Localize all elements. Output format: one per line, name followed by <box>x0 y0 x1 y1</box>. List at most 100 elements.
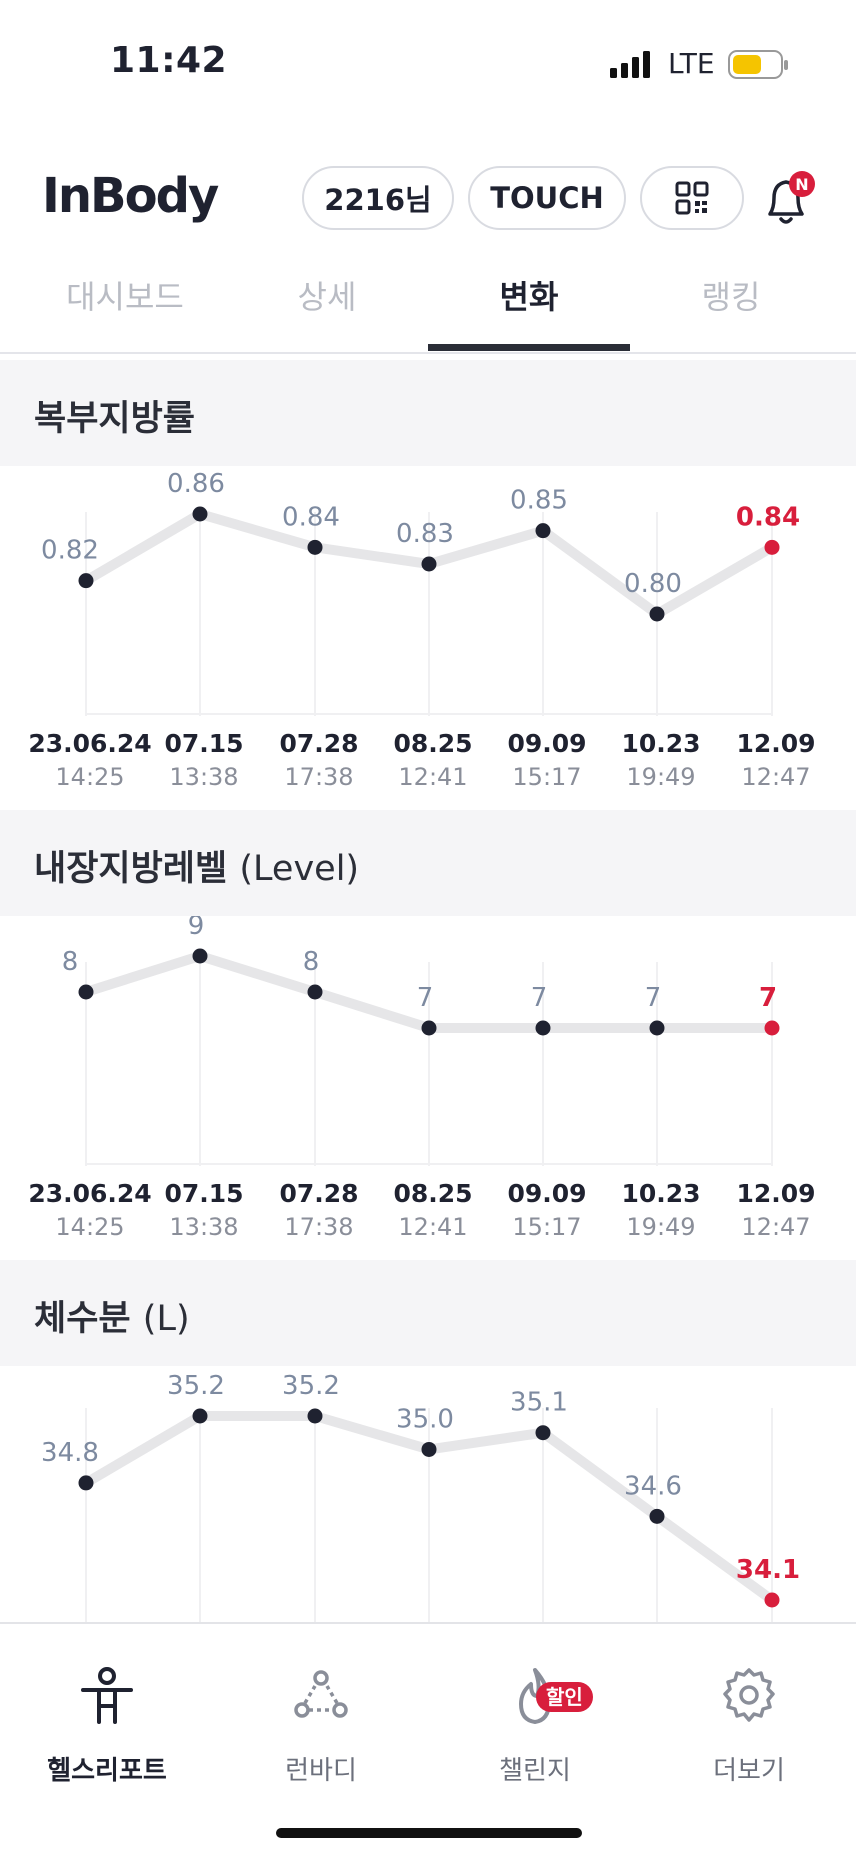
data-label: 0.84 <box>736 502 800 532</box>
x-tick-time: 15:17 <box>512 1213 581 1241</box>
signal-icon <box>610 51 650 78</box>
x-tick-time: 12:47 <box>741 1213 810 1241</box>
nav-label: 헬스리포트 <box>47 1756 167 1786</box>
data-label: 35.2 <box>282 1371 340 1401</box>
x-tick-time: 19:49 <box>626 1213 695 1241</box>
data-point <box>649 1020 665 1036</box>
gear-icon <box>723 1668 775 1722</box>
x-tick-date: 23.06.24 <box>28 729 151 758</box>
section-header-abdominal-fat: 복부지방률 <box>0 360 856 466</box>
data-label: 7 <box>417 983 434 1013</box>
user-button[interactable]: 2216님 <box>302 166 454 230</box>
section-title: 복부지방률 <box>34 399 196 439</box>
x-tick-date: 23.06.24 <box>28 1179 151 1208</box>
active-tab-indicator <box>428 344 630 351</box>
data-point <box>764 1592 780 1608</box>
tab-dashboard[interactable]: 대시보드 <box>66 278 184 316</box>
x-tick-date: 07.15 <box>164 1179 243 1208</box>
x-tick-date: 07.28 <box>279 1179 358 1208</box>
data-point <box>78 984 94 1000</box>
data-point <box>192 948 208 964</box>
data-point <box>535 1425 551 1441</box>
tab-bar: 대시보드 상세 변화 랭킹 <box>0 262 856 354</box>
home-indicator <box>276 1828 582 1838</box>
abdominal-fat-chart: 0.82 0.86 0.84 0.83 0.85 0.80 0.84 23.06.24 14:2… <box>28 469 815 791</box>
data-point <box>78 1475 94 1491</box>
x-tick-time: 12:41 <box>398 1213 467 1241</box>
x-tick-time: 12:47 <box>741 763 810 791</box>
section-title: 내장지방레벨 (Level) <box>34 849 360 889</box>
status-time: 11:42 <box>110 40 228 81</box>
x-tick-time: 13:38 <box>169 763 238 791</box>
status-bar: 11:42 LTE <box>0 0 856 120</box>
nav-label: 챌린지 <box>499 1756 571 1786</box>
data-label: 8 <box>303 947 320 977</box>
x-tick-date: 10.23 <box>621 729 700 758</box>
data-label: 8 <box>62 947 79 977</box>
tab-ranking[interactable]: 랭킹 <box>701 278 761 316</box>
data-label: 34.8 <box>41 1438 99 1468</box>
x-tick-time: 19:49 <box>626 763 695 791</box>
data-point <box>649 606 665 622</box>
data-label: 0.80 <box>624 569 682 599</box>
data-point <box>78 573 94 589</box>
data-label: 34.6 <box>624 1471 682 1501</box>
x-tick-date: 12.09 <box>736 1179 815 1208</box>
person-icon <box>81 1667 133 1724</box>
discount-badge: 할인 <box>536 1682 593 1712</box>
x-tick-date: 07.15 <box>164 729 243 758</box>
bottom-navigation: 헬스리포트 런바디 할인 챌린지 더보기 <box>0 1622 856 1858</box>
x-tick-date: 12.09 <box>736 729 815 758</box>
data-point <box>421 1441 437 1457</box>
body-water-chart: 34.8 35.2 35.2 35.0 35.1 34.6 34.1 <box>41 1371 800 1622</box>
bell-icon: N <box>768 171 815 224</box>
data-point <box>764 1020 780 1036</box>
data-point <box>421 1020 437 1036</box>
touch-button[interactable]: TOUCH <box>468 166 626 230</box>
nav-label: 런바디 <box>285 1756 357 1786</box>
x-tick-date: 08.25 <box>393 729 472 758</box>
data-label: 7 <box>531 983 548 1013</box>
x-tick-time: 17:38 <box>284 1213 353 1241</box>
data-point <box>535 1020 551 1036</box>
section-header-body-water: 체수분 (L) <box>0 1260 856 1366</box>
data-point <box>307 984 323 1000</box>
tab-change[interactable]: 변화 <box>499 278 559 316</box>
section-header-visceral-fat: 내장지방레벨 (Level) <box>0 810 856 916</box>
data-label: 7 <box>759 983 777 1013</box>
data-label: 0.85 <box>510 486 568 516</box>
community-icon <box>294 1670 348 1718</box>
data-label: 7 <box>645 983 662 1013</box>
battery-icon <box>728 50 788 79</box>
nav-label: 더보기 <box>713 1756 785 1786</box>
qr-button[interactable] <box>640 166 744 230</box>
x-tick-time: 17:38 <box>284 763 353 791</box>
data-label: 0.84 <box>282 502 340 532</box>
data-label: 35.2 <box>167 1371 225 1401</box>
x-tick-time: 15:17 <box>512 763 581 791</box>
tab-detail[interactable]: 상세 <box>297 278 357 316</box>
data-label: 34.1 <box>736 1555 800 1585</box>
data-label: 0.86 <box>167 469 225 499</box>
notification-badge: N <box>795 175 808 194</box>
data-label: 9 <box>188 916 205 941</box>
data-point <box>192 1408 208 1424</box>
data-point <box>421 556 437 572</box>
data-label: 0.83 <box>396 519 454 549</box>
x-tick-date: 09.09 <box>507 729 586 758</box>
data-point <box>307 539 323 555</box>
data-point <box>764 539 780 555</box>
data-point <box>307 1408 323 1424</box>
notification-button[interactable]: N <box>762 170 816 230</box>
data-point <box>535 523 551 539</box>
data-label: 0.82 <box>41 536 99 566</box>
x-tick-date: 08.25 <box>393 1179 472 1208</box>
visceral-fat-chart: 8 9 8 7 7 7 7 23.06.24 14:25 07.15 13:38 07.28 17:38… <box>28 916 815 1241</box>
x-tick-date: 09.09 <box>507 1179 586 1208</box>
x-tick-date: 07.28 <box>279 729 358 758</box>
data-point <box>192 506 208 522</box>
qr-code-icon <box>675 181 709 215</box>
x-tick-time: 13:38 <box>169 1213 238 1241</box>
network-type: LTE <box>668 47 715 80</box>
x-tick-time: 12:41 <box>398 763 467 791</box>
